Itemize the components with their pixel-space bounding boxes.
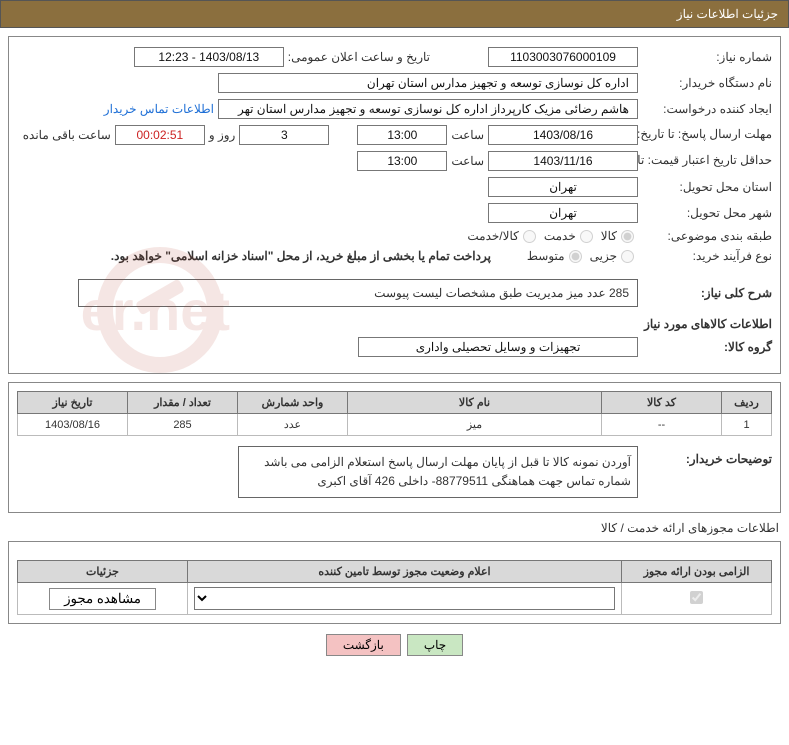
td-details: مشاهده مجوز	[18, 583, 188, 615]
label-time-1: ساعت	[451, 128, 484, 142]
main-header: جزئیات اطلاعات نیاز	[0, 0, 789, 28]
label-days-and: روز و	[209, 128, 236, 142]
label-purchase-type: نوع فرآیند خرید:	[642, 249, 772, 263]
radio-minor: جزیی	[590, 249, 634, 263]
label-city: شهر محل تحویل:	[642, 206, 772, 220]
th-mandatory: الزامی بودن ارائه مجوز	[622, 561, 772, 583]
buyer-contact-link[interactable]: اطلاعات تماس خریدار	[104, 102, 214, 116]
row-overall-desc: شرح کلی نیاز: 285 عدد میز مدیریت طبق مشخ…	[17, 279, 772, 307]
main-panel: شماره نیاز: 1103003076000109 تاریخ و ساع…	[8, 36, 781, 374]
radio-goods: کالا	[601, 229, 634, 243]
radio-both-input	[523, 230, 536, 243]
label-goods-group: گروه کالا:	[642, 340, 772, 354]
radio-service-label: خدمت	[544, 229, 576, 243]
field-reply-date: 1403/08/16	[488, 125, 638, 145]
td-date: 1403/08/16	[18, 414, 128, 436]
license-table: الزامی بودن ارائه مجوز اعلام وضعیت مجوز …	[17, 560, 772, 615]
radio-both: کالا/خدمت	[467, 229, 535, 243]
field-requester: هاشم رضائی مزیک کارپرداز اداره کل نوسازی…	[218, 99, 638, 119]
th-name: نام کالا	[348, 392, 602, 414]
th-unit: واحد شمارش	[238, 392, 348, 414]
license-row: مشاهده مجوز	[18, 583, 772, 615]
label-announce-dt: تاریخ و ساعت اعلان عمومی:	[288, 50, 430, 64]
row-subject-class: طبقه بندی موضوعی: کالا خدمت کالا/خدمت	[17, 229, 772, 243]
label-reply-deadline: مهلت ارسال پاسخ: تا تاریخ:	[642, 127, 772, 143]
label-price-validity: حداقل تاریخ اعتبار قیمت: تا تاریخ:	[642, 153, 772, 169]
radio-service-input	[580, 230, 593, 243]
field-countdown: 00:02:51	[115, 125, 205, 145]
row-goods-group: گروه کالا: تجهیزات و وسایل تحصیلی واداری	[17, 337, 772, 357]
th-qty: تعداد / مقدار	[128, 392, 238, 414]
label-time-2: ساعت	[451, 154, 484, 168]
td-status	[188, 583, 622, 615]
mandatory-checkbox	[690, 591, 703, 604]
button-row: چاپ بازگشت	[0, 634, 789, 656]
field-goods-group: تجهیزات و وسایل تحصیلی واداری	[358, 337, 638, 357]
label-subject-class: طبقه بندی موضوعی:	[642, 229, 772, 243]
goods-table: ردیف کد کالا نام کالا واحد شمارش تعداد /…	[17, 391, 772, 436]
field-reply-time: 13:00	[357, 125, 447, 145]
goods-table-panel: ردیف کد کالا نام کالا واحد شمارش تعداد /…	[8, 382, 781, 513]
row-buyer-org: نام دستگاه خریدار: اداره کل نوسازی توسعه…	[17, 73, 772, 93]
row-need-no: شماره نیاز: 1103003076000109 تاریخ و ساع…	[17, 47, 772, 67]
radio-goods-input	[621, 230, 634, 243]
license-section-title: اطلاعات مجوزهای ارائه خدمت / کالا	[10, 521, 779, 535]
radio-minor-label: جزیی	[590, 249, 617, 263]
td-qty: 285	[128, 414, 238, 436]
radio-medium-label: متوسط	[527, 249, 565, 263]
row-reply-deadline: مهلت ارسال پاسخ: تا تاریخ: 1403/08/16 سا…	[17, 125, 772, 145]
td-name: میز	[348, 414, 602, 436]
license-panel: الزامی بودن ارائه مجوز اعلام وضعیت مجوز …	[8, 541, 781, 624]
th-row: ردیف	[722, 392, 772, 414]
row-city: شهر محل تحویل: تهران	[17, 203, 772, 223]
row-purchase-type: نوع فرآیند خرید: جزیی متوسط پرداخت تمام …	[17, 249, 772, 263]
label-overall-desc: شرح کلی نیاز:	[642, 286, 772, 300]
row-buyer-notes: توضیحات خریدار: آوردن نمونه کالا تا قبل …	[17, 446, 772, 498]
th-status: اعلام وضعیت مجوز توسط تامین کننده	[188, 561, 622, 583]
table-row: 1 -- میز عدد 285 1403/08/16	[18, 414, 772, 436]
back-button[interactable]: بازگشت	[326, 634, 401, 656]
field-overall-desc: 285 عدد میز مدیریت طبق مشخصات لیست پیوست	[78, 279, 638, 307]
field-validity-time: 13:00	[357, 151, 447, 171]
header-title: جزئیات اطلاعات نیاز	[677, 7, 778, 21]
buyer-notes-box: آوردن نمونه کالا تا قبل از پایان مهلت ار…	[238, 446, 638, 498]
field-days: 3	[239, 125, 329, 145]
label-buyer-notes: توضیحات خریدار:	[642, 446, 772, 466]
goods-info-title: اطلاعات کالاهای مورد نیاز	[17, 317, 772, 331]
radio-both-label: کالا/خدمت	[467, 229, 518, 243]
label-requester: ایجاد کننده درخواست:	[642, 102, 772, 116]
field-buyer-org: اداره کل نوسازی توسعه و تجهیز مدارس استا…	[218, 73, 638, 93]
label-buyer-org: نام دستگاه خریدار:	[642, 76, 772, 90]
th-details: جزئیات	[18, 561, 188, 583]
radio-goods-label: کالا	[601, 229, 617, 243]
label-province: استان محل تحویل:	[642, 180, 772, 194]
field-announce-dt: 1403/08/13 - 12:23	[134, 47, 284, 67]
radio-medium: متوسط	[527, 249, 582, 263]
th-date: تاریخ نیاز	[18, 392, 128, 414]
td-idx: 1	[722, 414, 772, 436]
row-province: استان محل تحویل: تهران	[17, 177, 772, 197]
note-line-2: شماره تماس جهت هماهنگی 88779511- داخلی 4…	[245, 472, 631, 491]
td-code: --	[602, 414, 722, 436]
td-mandatory	[622, 583, 772, 615]
row-price-validity: حداقل تاریخ اعتبار قیمت: تا تاریخ: 1403/…	[17, 151, 772, 171]
view-license-button[interactable]: مشاهده مجوز	[49, 588, 156, 610]
radio-service: خدمت	[544, 229, 593, 243]
label-need-no: شماره نیاز:	[642, 50, 772, 64]
radio-medium-input	[569, 250, 582, 263]
label-remaining: ساعت باقی مانده	[23, 128, 111, 142]
field-city: تهران	[488, 203, 638, 223]
note-line-1: آوردن نمونه کالا تا قبل از پایان مهلت ار…	[245, 453, 631, 472]
print-button[interactable]: چاپ	[407, 634, 463, 656]
payment-note: پرداخت تمام یا بخشی از مبلغ خرید، از محل…	[111, 249, 491, 263]
field-validity-date: 1403/11/16	[488, 151, 638, 171]
td-unit: عدد	[238, 414, 348, 436]
radio-minor-input	[621, 250, 634, 263]
status-select[interactable]	[194, 587, 615, 610]
th-code: کد کالا	[602, 392, 722, 414]
field-province: تهران	[488, 177, 638, 197]
row-requester: ایجاد کننده درخواست: هاشم رضائی مزیک کار…	[17, 99, 772, 119]
field-need-no: 1103003076000109	[488, 47, 638, 67]
